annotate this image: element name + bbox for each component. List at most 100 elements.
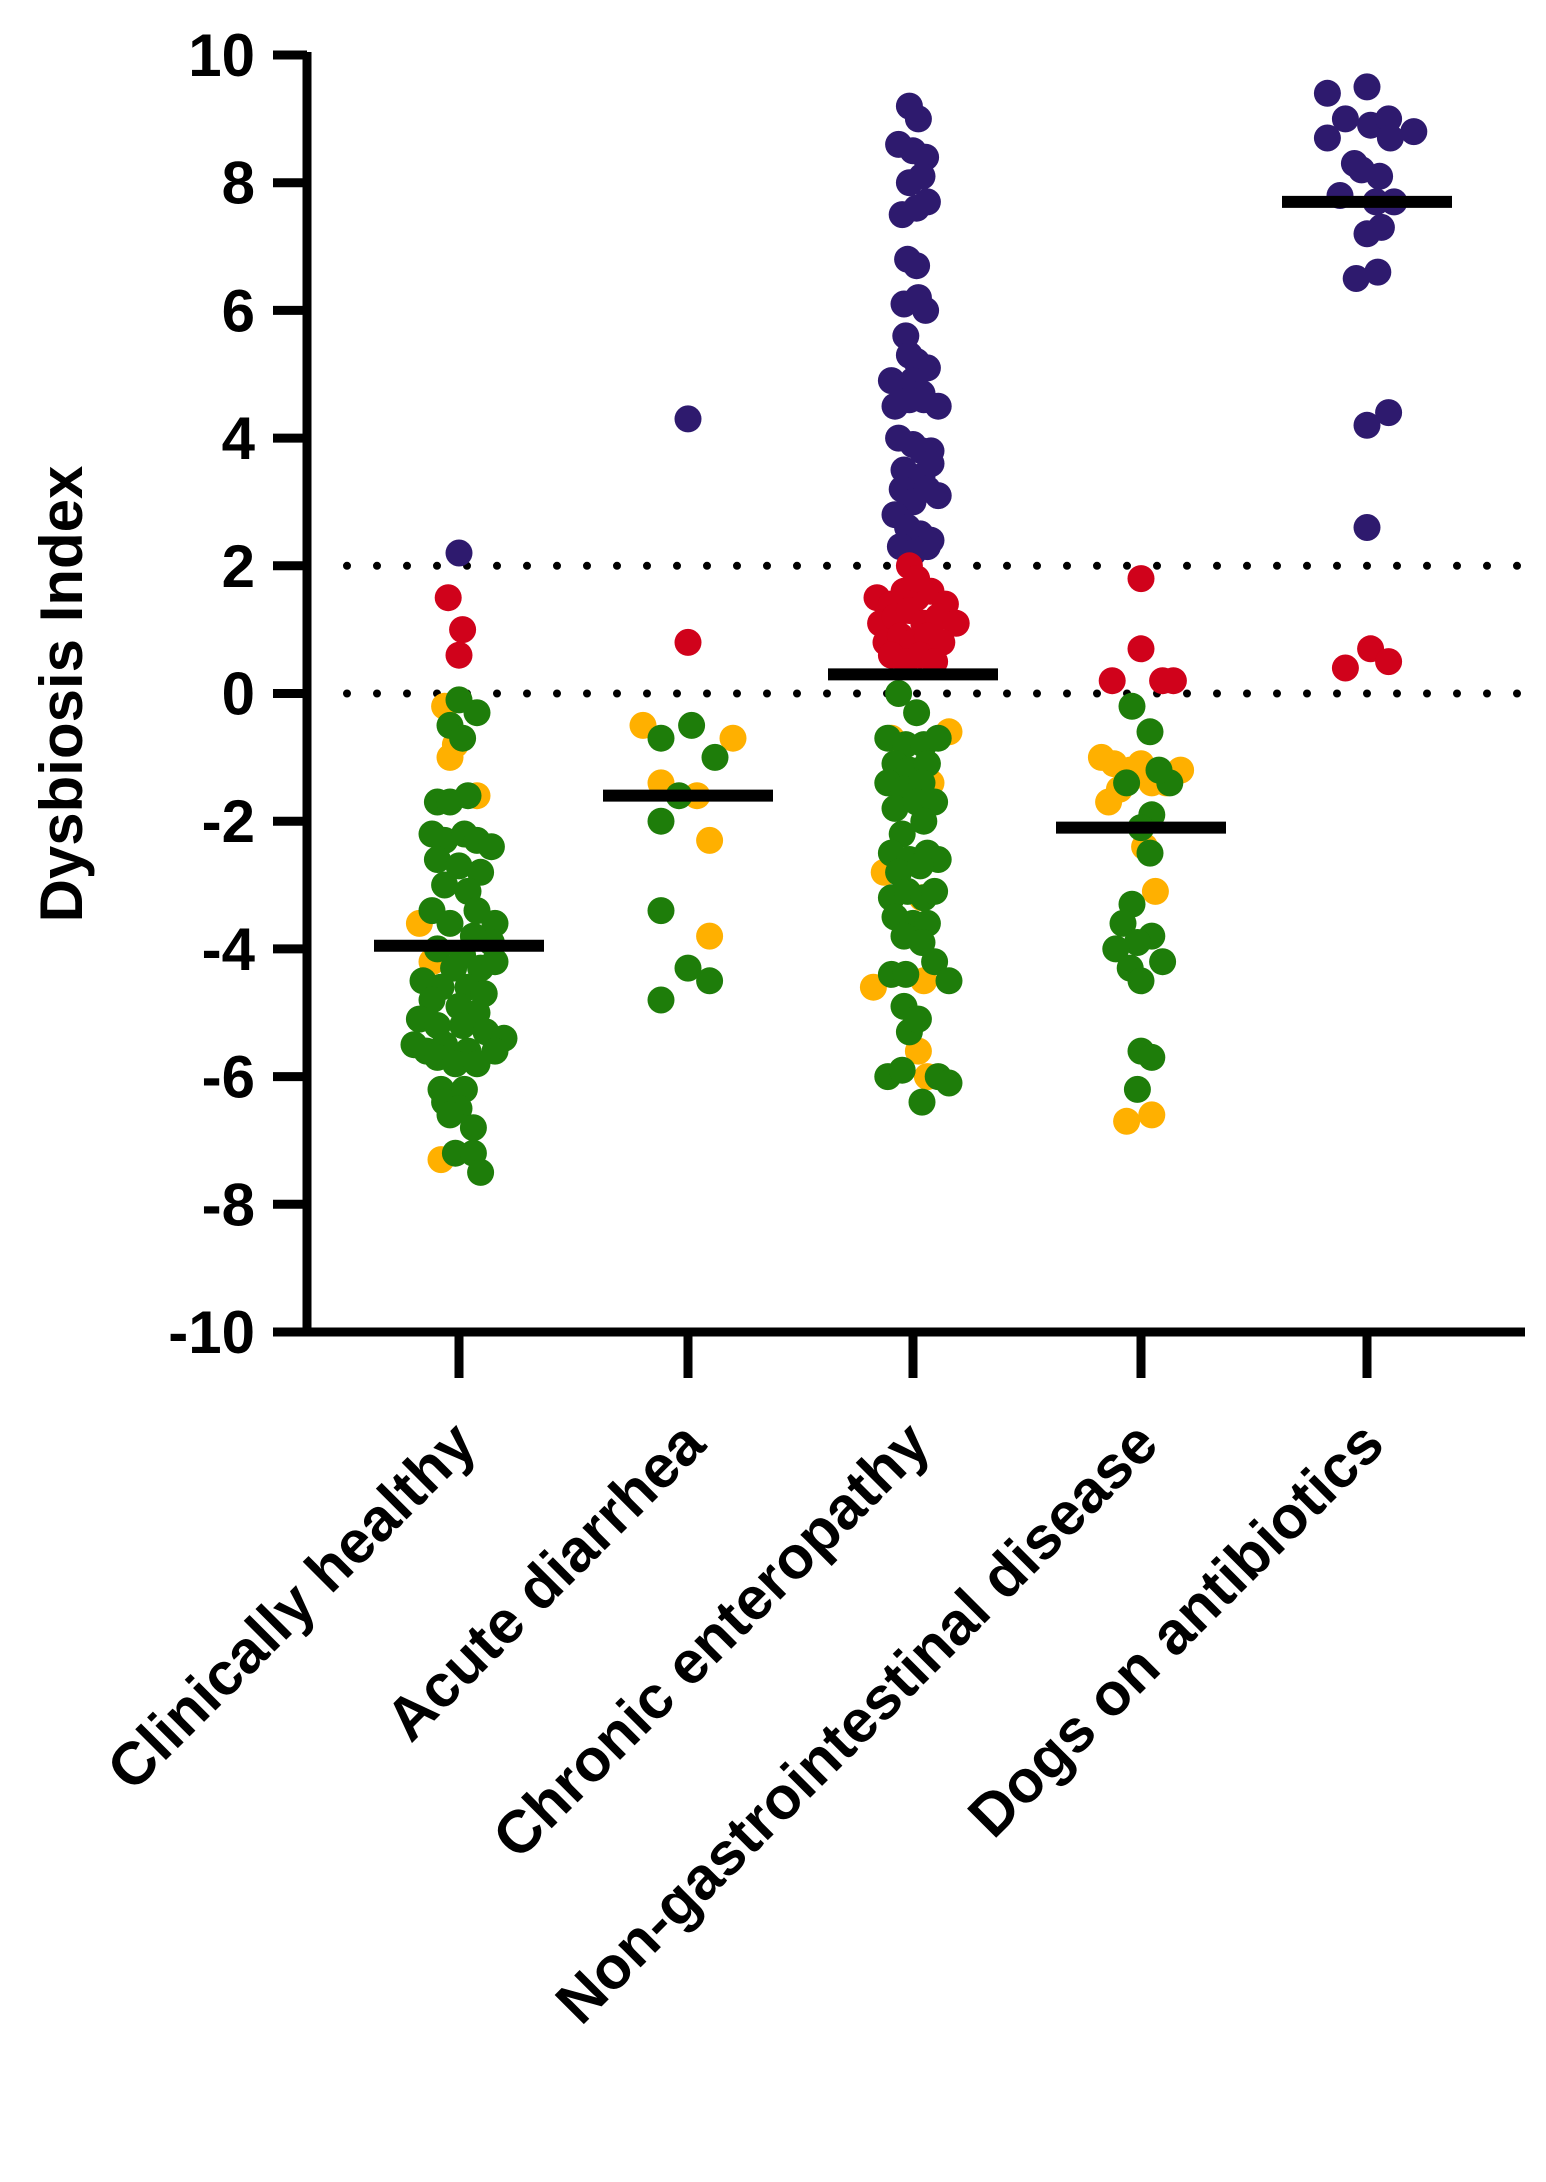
x-category-label: Dogs on antibiotics [955,1409,1396,1850]
data-point-purple [924,392,952,420]
data-point-purple [912,296,940,324]
data-point-purple [924,482,952,510]
data-point-purple [917,450,945,478]
data-point-purple [1313,124,1341,152]
data-point-green [481,948,509,976]
data-point-green [696,967,724,995]
data-point-purple [445,539,473,567]
data-point-purple [1364,258,1392,286]
data-point-green [935,1069,963,1097]
data-point-purple [913,533,941,561]
data-point-green [445,852,473,880]
y-tick-label: 6 [222,277,255,344]
data-point-green [463,699,491,727]
data-point-green [935,967,963,995]
y-tick-label: -10 [168,1299,255,1366]
data-point-red [445,641,473,669]
data-point-green [477,833,505,861]
y-tick-label: 4 [222,405,256,472]
data-point-green [440,954,468,982]
y-tick-label: 10 [188,22,255,89]
y-tick-label: -2 [202,788,255,855]
data-point-purple [1342,265,1370,292]
data-point-red [1098,667,1126,695]
data-point-red [1375,648,1403,676]
data-point-green [881,794,909,822]
data-point-green [678,711,706,739]
data-point-green [888,1056,916,1084]
y-tick-label: -4 [202,916,256,983]
data-point-green [467,858,495,886]
data-point-green [459,1114,487,1142]
data-point-green [423,846,451,873]
data-point-green [463,1050,491,1078]
data-point-green [418,986,446,1014]
data-point-green [1149,948,1177,976]
data-point-green [908,929,936,956]
data-point-orange [1138,1101,1166,1129]
data-point-green [647,986,675,1014]
y-axis-title: Dysbiosis Index [28,466,95,923]
data-point-green [1145,756,1173,784]
data-point-green [436,909,464,937]
data-point-green [701,743,729,771]
data-point-purple [1375,399,1403,427]
data-point-green [674,954,702,982]
data-point-green [910,807,938,835]
data-point-orange [696,922,724,950]
data-point-green [431,871,459,899]
data-point-red [674,628,702,656]
data-point-purple [903,252,931,280]
data-point-purple [904,105,932,133]
data-point-orange [719,724,747,752]
median-lines [374,195,1452,952]
data-point-orange [1095,788,1123,816]
y-tick-label: 2 [222,533,255,600]
data-point-green [892,960,920,988]
x-category-label: Chronic enteropathy [480,1408,943,1871]
data-point-red [903,565,931,593]
data-point-green [441,1050,469,1078]
data-point-green [1123,929,1151,956]
y-tick-label: -8 [202,1171,255,1238]
data-point-purple [1367,213,1395,241]
data-point-green [1136,718,1164,746]
data-point-green [1127,967,1155,995]
data-point-red [434,584,462,612]
data-point-red [1331,654,1359,682]
data-point-green [908,1088,936,1116]
data-point-green [647,807,675,835]
data-point-green [1136,839,1164,867]
data-point-green [885,680,913,707]
y-tick-label: -6 [202,1044,255,1111]
data-point-purple [1353,73,1381,101]
data-point-green [436,1101,464,1129]
data-point-orange [1141,877,1169,905]
data-points [400,73,1428,1186]
data-point-red [942,609,970,637]
data-point-green [467,1158,495,1186]
data-point-red [449,616,477,644]
data-point-red [1127,635,1155,663]
y-tick-label: 0 [222,661,255,728]
data-point-purple [674,405,702,433]
data-point-orange [436,743,464,771]
data-point-orange [1113,1107,1141,1135]
data-point-red [1159,667,1187,695]
data-point-green [1113,769,1141,797]
data-point-green [449,724,477,752]
data-point-green [924,724,952,752]
data-point-green [903,1005,931,1033]
data-point-green [921,877,949,905]
data-point-purple [1353,514,1381,541]
data-point-green [1123,1075,1151,1103]
data-point-green [436,788,464,816]
data-point-purple [1331,105,1359,133]
data-point-green [1118,692,1146,720]
data-point-orange [696,826,724,854]
data-point-green [1138,1043,1166,1071]
data-point-purple [1313,79,1341,107]
y-axis: 10 8 6 4 2 0 -2 -4 -6 -8 -10 [168,22,312,1366]
